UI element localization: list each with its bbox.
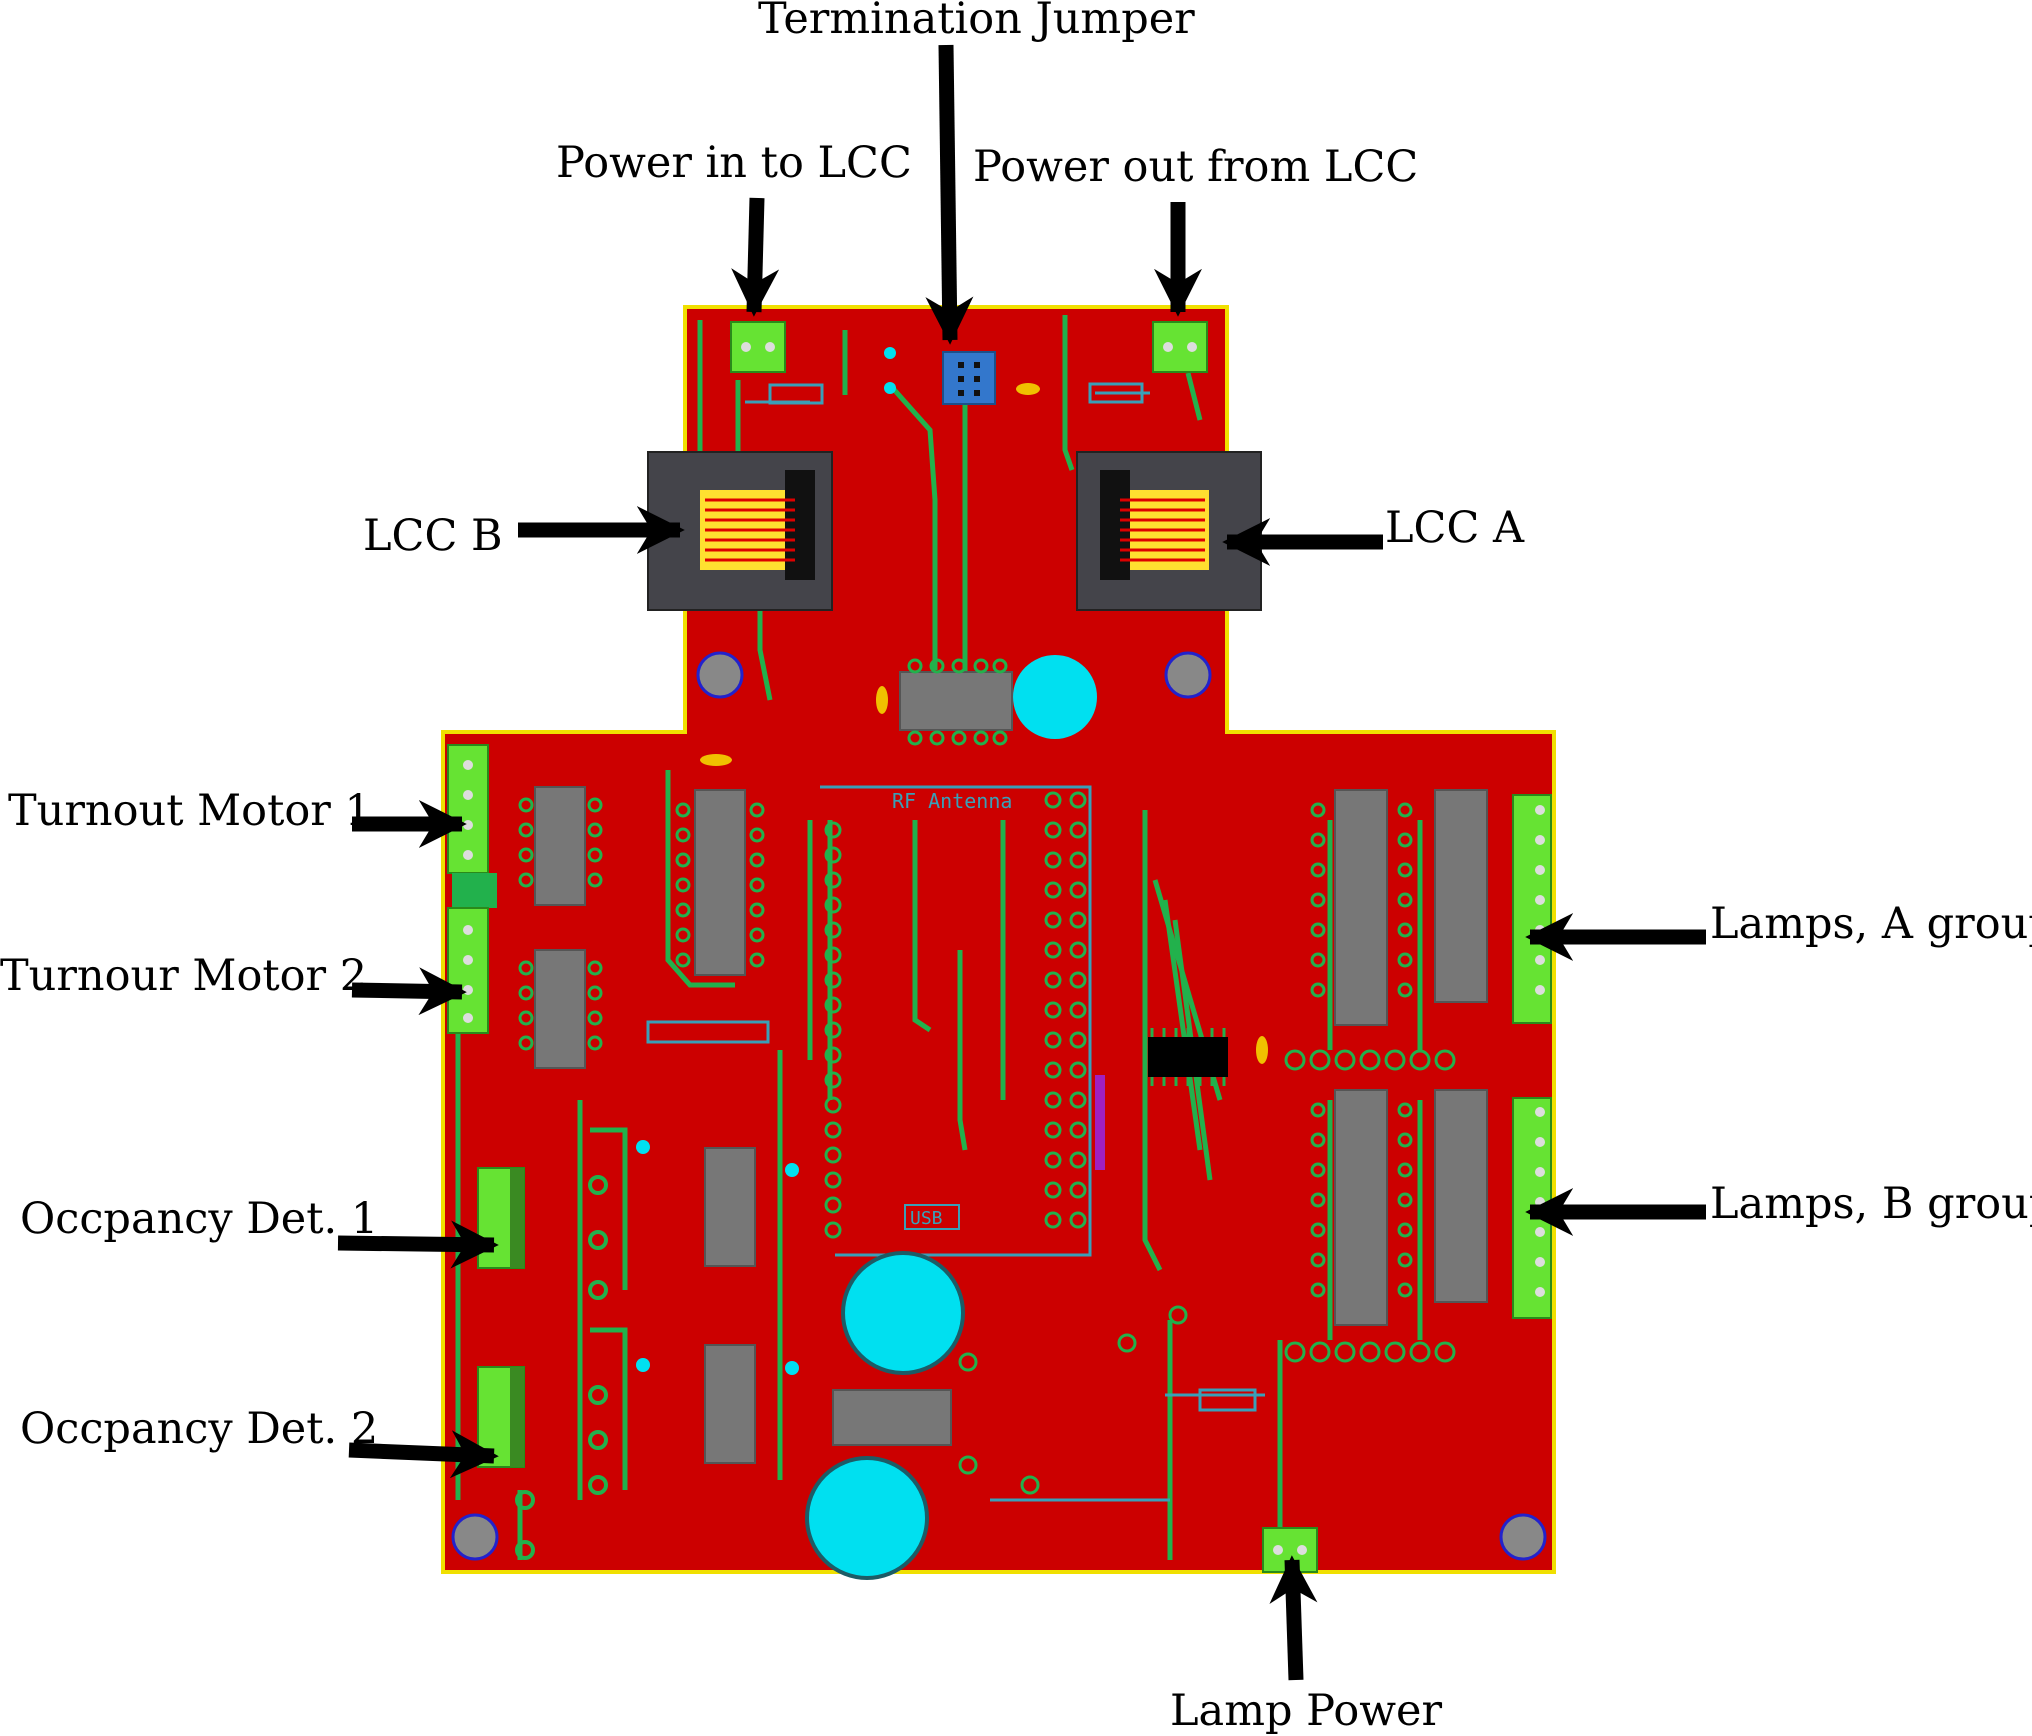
arrow-power-in [731,197,780,317]
ic-lamp-b-2 [1434,1089,1488,1303]
header-left [824,821,842,1239]
mounting-holes [451,651,1547,1561]
arrow-occupancy-1 [337,1220,499,1269]
arrow-occupancy-2 [348,1430,499,1479]
turnout-motor-1-connector [447,744,489,874]
capacitor [805,1456,929,1580]
led [700,754,732,766]
led [1256,1036,1268,1064]
label-power-in: Power in to LCC [556,138,912,188]
occupancy-2-connector [477,1366,525,1468]
termination-jumper [942,351,996,405]
label-lamps-a: Lamps, A group [1710,899,2032,949]
label-termination-jumper: Termination Jumper [758,0,1195,44]
ic-driver-1 [518,786,603,906]
diode [768,383,824,405]
rj45-lcc-a [1076,451,1262,611]
ic-smd [1148,1028,1228,1086]
ic-regulator [832,1389,952,1446]
label-occupancy-2: Occpancy Det. 2 [20,1404,379,1454]
label-lcc-a: LCC A [1385,503,1525,553]
label-turnout-motor-1: Turnout Motor 1 [8,786,372,836]
header-right [1044,791,1087,1229]
arrow-lamp-power [1269,1555,1318,1681]
ic-lamp-a-2 [1434,789,1488,1003]
power-in-connector [730,321,786,373]
label-lamp-power: Lamp Power [1170,1686,1443,1736]
ic-occupancy-2 [636,1344,799,1464]
arrow-termination-jumper [925,44,974,345]
led [876,686,888,714]
power-out-connector [1152,321,1208,373]
ic-lamp-b-1 [1334,1089,1388,1326]
silkscreen-usb: USB [910,1208,943,1229]
label-lcc-b: LCC B [363,511,503,561]
occupancy-1-connector [477,1167,525,1269]
label-power-out: Power out from LCC [973,142,1419,192]
label-occupancy-1: Occpancy Det. 1 [20,1194,379,1244]
ic-transceiver [899,658,1013,746]
silkscreen-rf-antenna: RF Antenna [892,789,1012,813]
lamps-a-connector [1512,794,1552,1024]
capacitor [1013,655,1097,739]
ic-logic [675,789,765,976]
arrow-turnout-2 [351,967,467,1016]
turnout-motor-2-connector [447,907,489,1034]
label-lamps-b: Lamps, B group [1710,1179,2032,1229]
diode [1088,382,1144,404]
led [1016,383,1040,395]
capacitor [841,1251,965,1375]
ic-driver-2 [518,949,603,1069]
ic-lamp-a-1 [1334,789,1388,1026]
ic-occupancy-1 [636,1140,799,1267]
label-turnout-motor-2: Turnour Motor 2 [0,951,368,1001]
pcb-traces-cyan [745,391,1265,1502]
callout-arrows [337,44,1706,1681]
